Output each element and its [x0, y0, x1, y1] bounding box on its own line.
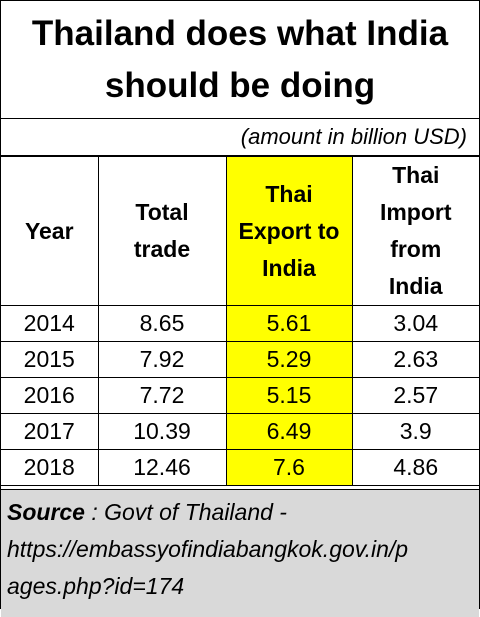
cell-total-trade: 12.46 — [97, 449, 227, 486]
source-footer: Source : Govt of Thailand - https://emba… — [1, 489, 479, 617]
table-row: 2018 12.46 7.6 4.86 — [1, 449, 479, 486]
cell-year: 2016 — [1, 377, 99, 414]
cell-thai-export: 6.49 — [225, 413, 353, 450]
page-title: Thailand does what India should be doing — [1, 1, 479, 119]
cell-year: 2018 — [1, 449, 99, 486]
header-total-trade: Total trade — [97, 156, 227, 306]
cell-thai-export: 5.29 — [225, 341, 353, 378]
cell-year: 2017 — [1, 413, 99, 450]
table-row: 2014 8.65 5.61 3.04 — [1, 305, 479, 342]
cell-thai-import: 4.86 — [351, 449, 479, 486]
cell-total-trade: 10.39 — [97, 413, 227, 450]
header-total-line: trade — [133, 236, 191, 262]
source-text: : Govt of Thailand - — [84, 499, 287, 525]
header-thai-import: Thai Import from India — [351, 156, 479, 306]
cell-total-trade: 7.92 — [97, 341, 227, 378]
source-url-line-1: https://embassyofindiabangkok.gov.in/p — [7, 536, 409, 562]
header-import-line: from — [390, 236, 442, 262]
header-import-line: India — [388, 273, 443, 299]
header-thai-export: Thai Export to India — [225, 156, 353, 306]
cell-total-trade: 7.72 — [97, 377, 227, 414]
header-import-line: Import — [379, 199, 452, 225]
cell-year: 2014 — [1, 305, 99, 342]
source-line-1: Source : Govt of Thailand - — [7, 494, 473, 531]
header-export-line: India — [262, 254, 316, 281]
cell-thai-import: 2.57 — [351, 377, 479, 414]
header-year-line: Year — [24, 217, 74, 244]
header-total-line: Total — [135, 199, 189, 225]
table-row: 2017 10.39 6.49 3.9 — [1, 413, 479, 450]
cell-thai-import: 3.9 — [351, 413, 479, 450]
cell-thai-export: 5.15 — [225, 377, 353, 414]
header-export-line: Thai — [265, 180, 313, 207]
header-row: Year Total trade Thai Export to India Th… — [1, 156, 479, 306]
unit-note: (amount in billion USD) — [1, 119, 479, 156]
cell-total-trade: 8.65 — [97, 305, 227, 342]
trade-table: Year Total trade Thai Export to India Th… — [1, 156, 479, 486]
source-url-line-2: ages.php?id=174 — [7, 573, 185, 599]
header-year: Year — [1, 156, 99, 306]
cell-thai-import: 3.04 — [351, 305, 479, 342]
header-export-line: Export to — [238, 217, 340, 244]
cell-thai-export: 7.6 — [225, 449, 353, 486]
title-line-2: should be doing — [104, 65, 376, 105]
cell-thai-export: 5.61 — [225, 305, 353, 342]
header-import-line: Thai — [392, 162, 440, 188]
title-line-1: Thailand does what India — [31, 13, 449, 53]
source-label: Source — [7, 499, 85, 525]
table-row: 2016 7.72 5.15 2.57 — [1, 377, 479, 414]
cell-thai-import: 2.63 — [351, 341, 479, 378]
table-row: 2015 7.92 5.29 2.63 — [1, 341, 479, 378]
cell-year: 2015 — [1, 341, 99, 378]
